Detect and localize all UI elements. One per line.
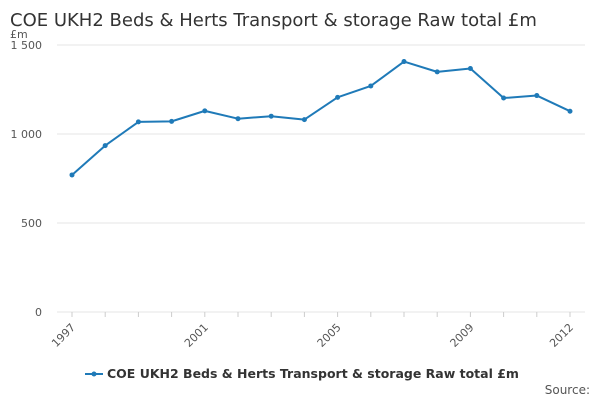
data-point[interactable] [301, 117, 307, 123]
y-tick-label: 0 [35, 306, 42, 319]
x-tick-label: 2009 [448, 321, 477, 350]
data-point[interactable] [467, 65, 473, 71]
source-label[interactable]: Source: [545, 383, 590, 397]
data-point[interactable] [401, 59, 407, 65]
data-point[interactable] [169, 118, 175, 124]
x-axis-ticks: 1997 2001 2005 2009 2012 [49, 312, 576, 350]
data-point[interactable] [69, 172, 75, 178]
data-point[interactable] [368, 83, 374, 89]
data-point[interactable] [268, 113, 274, 119]
chart-title: COE UKH2 Beds & Herts Transport & storag… [10, 10, 537, 31]
legend[interactable]: COE UKH2 Beds & Herts Transport & storag… [85, 366, 519, 381]
data-point[interactable] [434, 69, 440, 75]
data-point[interactable] [501, 95, 507, 101]
data-point[interactable] [335, 94, 341, 100]
series-line [71, 60, 571, 176]
x-tick-label: 2012 [547, 321, 576, 350]
data-point[interactable] [235, 116, 241, 122]
data-point[interactable] [135, 119, 141, 125]
data-point[interactable] [567, 108, 573, 114]
legend-marker-icon [91, 371, 97, 377]
data-point[interactable] [202, 108, 208, 114]
grid-lines [57, 44, 585, 313]
x-tick-label: 2005 [315, 321, 344, 350]
y-axis-unit-label: £m [10, 28, 28, 41]
y-tick-label: 500 [21, 217, 42, 230]
x-tick-label: 1997 [49, 321, 78, 350]
y-tick-label: 1 500 [11, 39, 43, 52]
series-group [69, 59, 573, 178]
data-point[interactable] [102, 143, 108, 149]
data-point[interactable] [534, 93, 540, 99]
y-axis-ticks: 0 500 1 000 1 500 [11, 39, 43, 319]
y-tick-label: 1 000 [11, 128, 43, 141]
legend-series-label: COE UKH2 Beds & Herts Transport & storag… [107, 366, 519, 381]
x-tick-label: 2001 [182, 321, 211, 350]
